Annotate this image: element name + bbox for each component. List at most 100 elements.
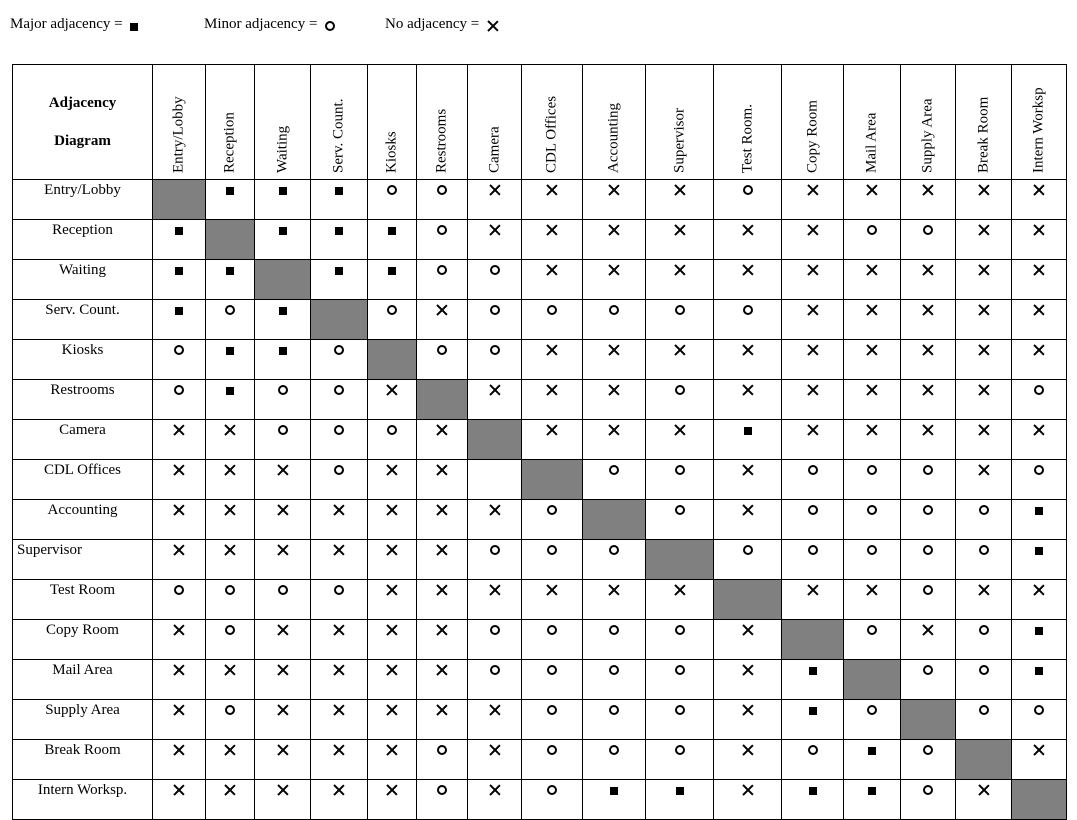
no-adjacency-x-icon (173, 464, 185, 476)
matrix-cell (254, 379, 311, 420)
diagonal-cell (713, 579, 782, 620)
no-adjacency-x-icon (333, 744, 345, 756)
no-adjacency-x-icon (978, 384, 990, 396)
matrix-cell (467, 459, 522, 500)
minor-adjacency-circle-icon (547, 505, 557, 515)
no-adjacency-x-icon (608, 424, 620, 436)
diagonal-cell (900, 699, 956, 740)
major-adjacency-square-icon (388, 267, 396, 275)
matrix-cell (205, 299, 255, 340)
no-adjacency-x-icon (546, 424, 558, 436)
matrix-cell (416, 539, 468, 580)
no-adjacency-x-icon (277, 744, 289, 756)
no-adjacency-x-icon (807, 384, 819, 396)
matrix-row: CDL Offices (12, 459, 1067, 500)
matrix-cell (955, 299, 1012, 340)
matrix-cell (254, 459, 311, 500)
matrix-cell (467, 499, 522, 540)
no-adjacency-x-icon (978, 184, 990, 196)
matrix-cell (781, 419, 844, 460)
matrix-cell (582, 219, 646, 260)
minor-adjacency-circle-icon (609, 745, 619, 755)
no-adjacency-x-icon (333, 704, 345, 716)
minor-adjacency-circle-icon (742, 185, 753, 195)
no-adjacency-x-icon (922, 264, 934, 276)
no-adjacency-x-icon (386, 464, 398, 476)
matrix-cell (254, 699, 311, 740)
matrix-cell (367, 499, 417, 540)
matrix-cell (900, 499, 956, 540)
major-adjacency-square-icon (226, 267, 234, 275)
no-adjacency-x-icon (489, 224, 501, 236)
matrix-cell (254, 659, 311, 700)
matrix-cell (152, 419, 206, 460)
matrix-row: Intern Worksp. (12, 779, 1067, 820)
matrix-cell (467, 779, 522, 820)
major-adjacency-square-icon (335, 267, 343, 275)
no-adjacency-x-icon (436, 584, 448, 596)
matrix-cell (205, 699, 255, 740)
matrix-cell (843, 179, 901, 220)
matrix-cell (205, 579, 255, 620)
matrix-cell (645, 779, 714, 820)
minor-adjacency-circle-icon (174, 585, 184, 595)
minor-adjacency-circle-icon (978, 665, 989, 675)
matrix-cell (955, 219, 1012, 260)
no-adjacency-x-icon (742, 224, 754, 236)
matrix-cell (843, 219, 901, 260)
matrix-cell (645, 659, 714, 700)
minor-adjacency-circle-icon (978, 505, 989, 515)
diagonal-cell (205, 219, 255, 260)
matrix-cell (900, 539, 956, 580)
diagonal-cell (467, 419, 522, 460)
matrix-cell (955, 459, 1012, 500)
no-adjacency-x-icon (436, 704, 448, 716)
minor-adjacency-circle-icon (174, 385, 184, 395)
adjacency-matrix: Adjacency Diagram Entry/Lobby Reception Wa… (12, 64, 1067, 820)
matrix-cell (582, 539, 646, 580)
matrix-cell (152, 739, 206, 780)
matrix-cell (521, 419, 583, 460)
matrix-cell (781, 539, 844, 580)
minor-adjacency-circle-icon (489, 265, 500, 275)
minor-adjacency-circle-icon (437, 265, 447, 275)
no-adjacency-x-icon (742, 624, 754, 636)
major-adjacency-square-icon (130, 22, 139, 31)
matrix-row: Camera (12, 419, 1067, 460)
matrix-cell (1011, 379, 1067, 420)
matrix-row: Waiting (12, 259, 1067, 300)
major-adjacency-square-icon (1035, 507, 1043, 515)
no-adjacency-x-icon (742, 784, 754, 796)
major-adjacency-square-icon (868, 747, 876, 755)
matrix-cell (521, 779, 583, 820)
minor-adjacency-circle-icon (923, 665, 933, 675)
matrix-cell (254, 499, 311, 540)
minor-adjacency-circle-icon (1034, 705, 1044, 715)
matrix-cell (205, 459, 255, 500)
matrix-cell (310, 419, 368, 460)
matrix-cell (310, 379, 368, 420)
matrix-cell (205, 779, 255, 820)
matrix-cell (582, 379, 646, 420)
minor-adjacency-circle-icon (674, 385, 685, 395)
matrix-cell (843, 459, 901, 500)
no-adjacency-x-icon (608, 184, 620, 196)
matrix-cell (645, 739, 714, 780)
matrix-cell (645, 419, 714, 460)
matrix-cell (713, 379, 782, 420)
column-header: Test Room. (713, 64, 782, 180)
major-adjacency-square-icon (175, 307, 183, 315)
major-adjacency-square-icon (1035, 667, 1043, 675)
matrix-cell (205, 739, 255, 780)
matrix-cell (900, 339, 956, 380)
minor-adjacency-circle-icon (923, 585, 933, 595)
no-adjacency-x-icon (277, 704, 289, 716)
no-adjacency-x-icon (277, 504, 289, 516)
matrix-cell (900, 779, 956, 820)
matrix-cell (416, 259, 468, 300)
matrix-cell (955, 379, 1012, 420)
no-adjacency-x-icon (173, 704, 185, 716)
diagonal-cell (310, 299, 368, 340)
diagonal-cell (843, 659, 901, 700)
matrix-cell (152, 259, 206, 300)
